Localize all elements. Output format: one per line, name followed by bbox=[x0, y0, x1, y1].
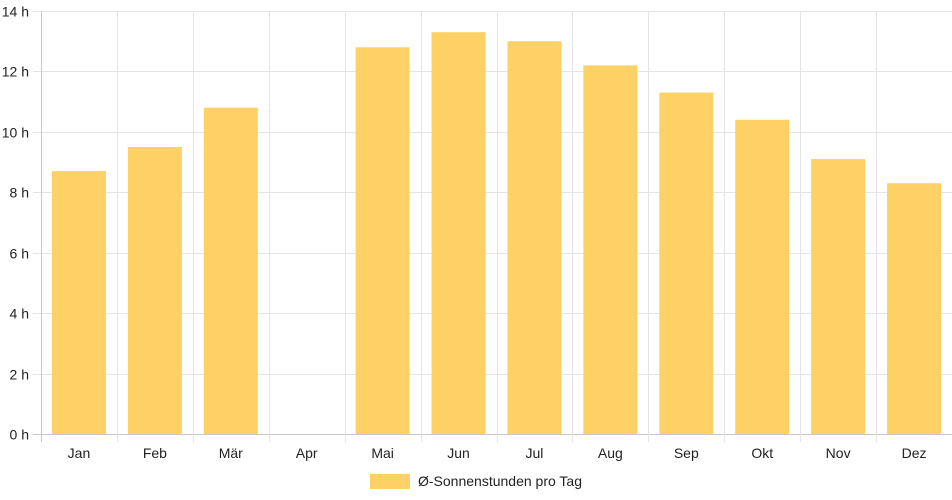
legend[interactable]: Ø-Sonnenstunden pro Tag bbox=[370, 473, 582, 489]
bar-dez[interactable] bbox=[887, 183, 942, 434]
x-tick-label: Nov bbox=[826, 445, 851, 461]
x-tick-label: Mai bbox=[371, 445, 394, 461]
bar-feb[interactable] bbox=[127, 146, 182, 434]
legend-label: Ø-Sonnenstunden pro Tag bbox=[418, 473, 582, 489]
bar-mai[interactable] bbox=[355, 47, 410, 434]
bar-mär[interactable] bbox=[203, 107, 258, 434]
bar-okt[interactable] bbox=[735, 119, 790, 435]
bar-jan[interactable] bbox=[51, 171, 106, 434]
x-tick-label: Apr bbox=[296, 445, 318, 461]
y-tick-label: 10 h bbox=[2, 125, 29, 141]
x-tick-label: Mär bbox=[219, 445, 243, 461]
y-tick-label: 14 h bbox=[2, 4, 29, 20]
y-tick-label: 6 h bbox=[10, 246, 29, 262]
y-tick-label: 8 h bbox=[10, 185, 29, 201]
bar-sep[interactable] bbox=[659, 92, 714, 434]
x-tick-label: Jan bbox=[68, 445, 91, 461]
y-tick-label: 2 h bbox=[10, 367, 29, 383]
x-tick-label: Jun bbox=[447, 445, 470, 461]
bar-jul[interactable] bbox=[507, 41, 562, 434]
x-tick-label: Dez bbox=[902, 445, 927, 461]
x-tick-label: Sep bbox=[674, 445, 699, 461]
x-tick-label: Aug bbox=[598, 445, 623, 461]
legend-swatch bbox=[370, 474, 410, 489]
x-tick-label: Jul bbox=[526, 445, 544, 461]
bar-jun[interactable] bbox=[431, 32, 486, 435]
y-tick-label: 0 h bbox=[10, 427, 29, 443]
bar-aug[interactable] bbox=[583, 65, 638, 434]
bar-nov[interactable] bbox=[811, 159, 866, 435]
x-tick-label: Okt bbox=[751, 445, 773, 461]
y-tick-label: 4 h bbox=[10, 306, 29, 322]
y-tick-label: 12 h bbox=[2, 64, 29, 80]
x-tick-label: Feb bbox=[143, 445, 167, 461]
